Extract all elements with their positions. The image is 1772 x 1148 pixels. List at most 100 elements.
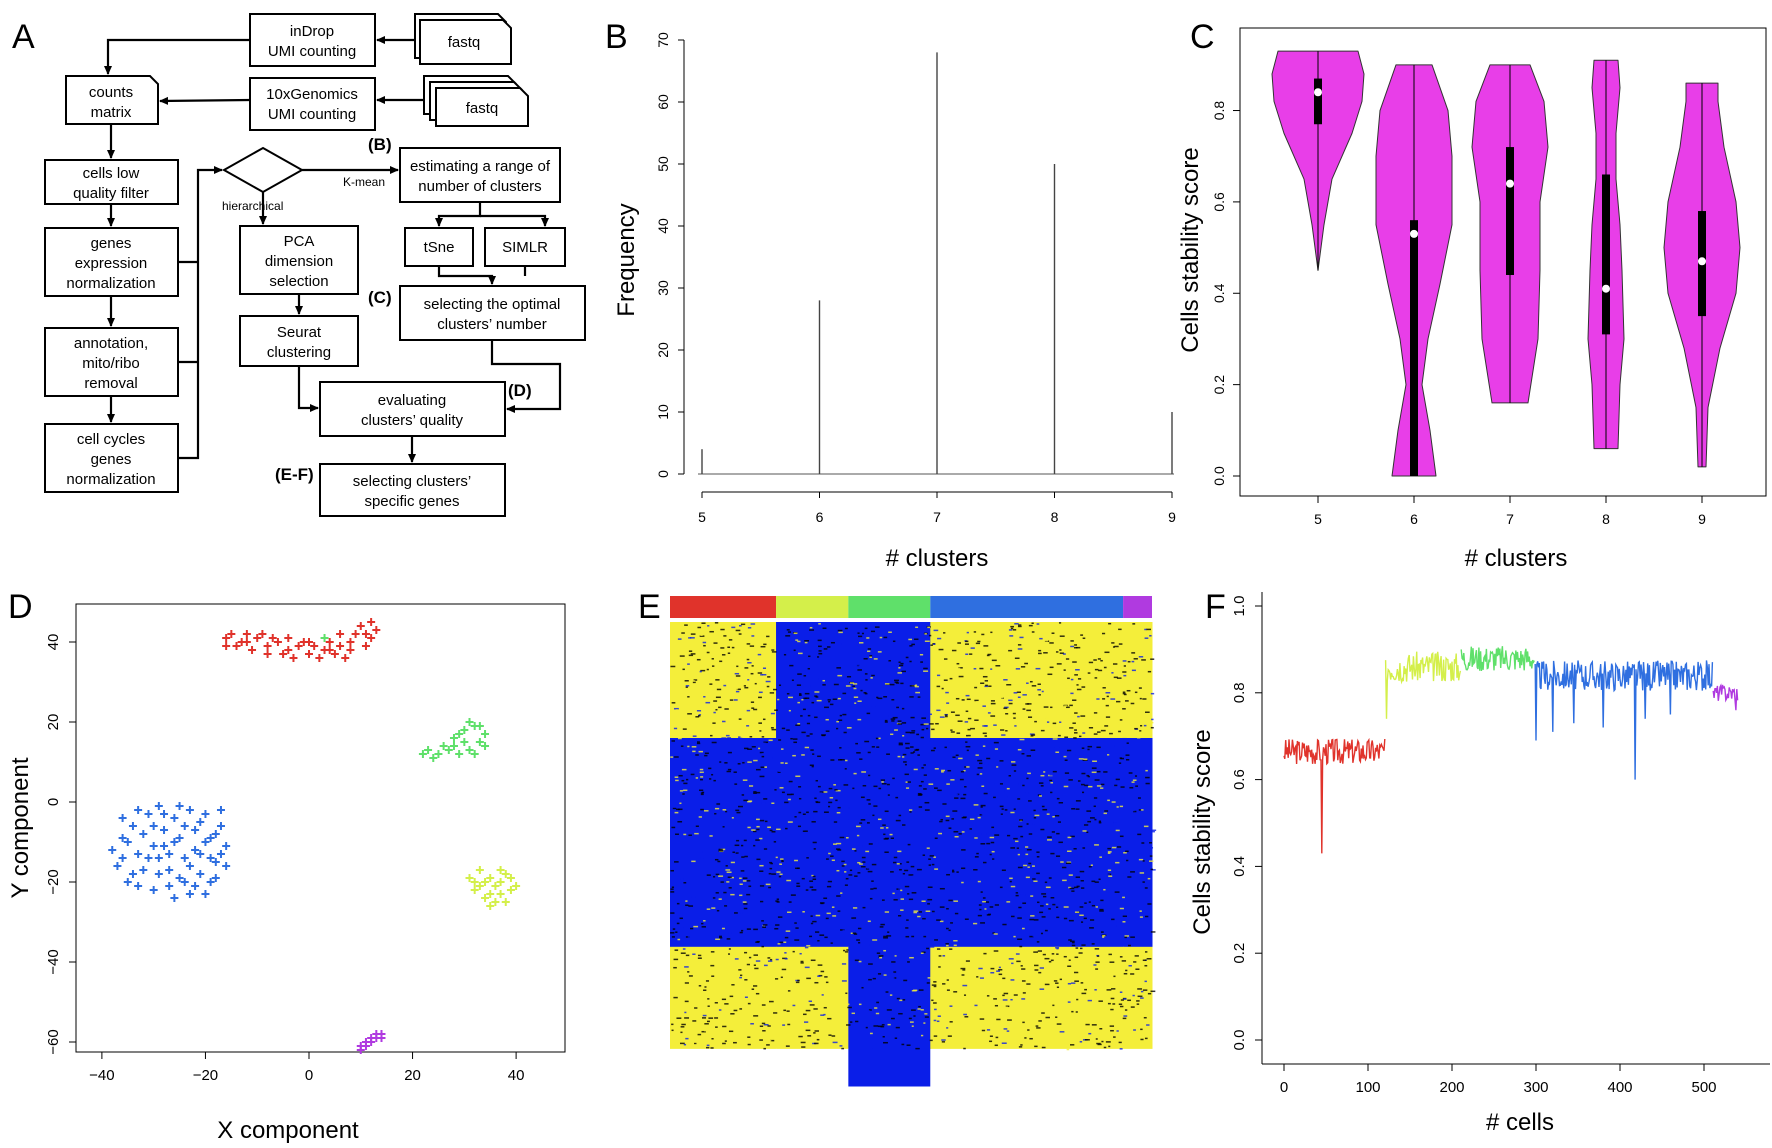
panel-e-cell <box>1036 941 1040 943</box>
panel-d-point-green <box>444 746 453 754</box>
panel-e-cell <box>1123 674 1127 677</box>
panel-e-block <box>1123 622 1153 739</box>
panel-e-cell <box>820 657 826 659</box>
panel-e-cell <box>964 766 967 768</box>
panel-e-cell <box>871 626 877 629</box>
panel-e-cell <box>868 774 871 777</box>
panel-e-cell <box>1140 724 1143 727</box>
panel-e-cell <box>860 689 863 692</box>
panel-e-cell <box>1120 999 1124 1001</box>
panel-e-cell <box>780 858 784 860</box>
panel-e-cell <box>767 826 772 829</box>
panel-e-cell <box>697 741 700 743</box>
panel-e-cell <box>1002 994 1005 997</box>
panel-c-xtick-label: 7 <box>1506 511 1514 527</box>
panel-e-cell <box>927 713 932 716</box>
panel-e-cell <box>1068 716 1071 719</box>
panel-e-cell <box>1050 782 1054 784</box>
panel-e-cell <box>683 647 687 650</box>
panel-e-cell <box>931 910 935 913</box>
panel-e-cell <box>739 931 743 934</box>
panel-e-cell <box>1146 868 1149 871</box>
panel-e-cell <box>989 834 993 837</box>
panel-e-cell <box>846 837 849 839</box>
panel-e-cell <box>861 632 864 635</box>
panel-e-cell <box>1115 974 1118 976</box>
panel-e-cell <box>1051 953 1055 955</box>
panel-e-cell <box>976 773 979 776</box>
panel-d-point-blue <box>139 830 148 838</box>
panel-e-cell <box>984 685 989 688</box>
panel-e-cell <box>680 878 684 880</box>
panel-e-cell <box>1068 919 1074 922</box>
panel-e-cell <box>991 659 997 662</box>
panel-e-cell <box>856 939 860 941</box>
panel-e-cell <box>826 819 832 821</box>
panel-d-point-red <box>237 638 246 646</box>
panel-e-cell <box>964 688 969 690</box>
panel-e-cell <box>1098 966 1102 968</box>
panel-d-point-red <box>289 654 298 662</box>
panel-e-cell <box>1013 837 1018 840</box>
panel-e-cell <box>768 872 772 875</box>
panel-e-cell <box>930 644 933 646</box>
panel-e-cell <box>1106 956 1110 958</box>
svg-text:quality filter: quality filter <box>73 185 149 202</box>
panel-e-cell <box>1149 855 1153 857</box>
panel-d-point-blue <box>185 890 194 898</box>
panel-e-cell <box>900 718 906 720</box>
panel-e-cell <box>769 692 775 694</box>
panel-e-cell <box>1088 901 1091 903</box>
panel-e-cell <box>770 769 776 771</box>
panel-e-cell <box>712 707 717 709</box>
panel-e-cell <box>1122 639 1126 642</box>
panel-e-cell <box>888 631 892 633</box>
panel-e-cell <box>990 841 995 844</box>
panel-e-cell <box>1122 915 1127 918</box>
panel-e-cell <box>982 897 986 899</box>
panel-e-cell <box>771 651 777 653</box>
panel-e-cell <box>1080 715 1086 717</box>
panel-e-cell <box>1008 728 1013 730</box>
panel-e-cell <box>795 775 801 778</box>
panel-d-point-blue <box>196 870 205 878</box>
flow-box-cellcycle: cell cycles genes normalization <box>44 423 179 493</box>
panel-e-cell <box>748 650 753 652</box>
panel-e-cell <box>755 992 760 995</box>
panel-e-cell <box>1010 761 1016 763</box>
flow-decision-diamond <box>221 146 305 194</box>
svg-text:cell cycles: cell cycles <box>77 431 145 448</box>
panel-e-cell <box>936 1020 940 1023</box>
panel-e-cell <box>1149 635 1152 637</box>
panel-e-cell <box>1037 683 1041 686</box>
panel-e-cell <box>1113 695 1118 698</box>
panel-e-cell <box>897 915 902 917</box>
panel-e-cell <box>857 927 862 930</box>
panel-e-cell <box>1002 999 1008 1001</box>
panel-e-cell <box>716 909 720 912</box>
panel-e-cell <box>970 878 976 880</box>
panel-e-cell <box>855 742 858 745</box>
panel-e-cell <box>990 709 994 712</box>
panel-e-cell <box>675 833 679 835</box>
panel-e-cell <box>1081 783 1085 786</box>
panel-d-point-green <box>460 726 469 734</box>
panel-e-cell <box>788 696 793 699</box>
panel-e-cell <box>908 809 913 811</box>
panel-e-cell <box>921 767 924 769</box>
panel-e-cell <box>849 682 855 684</box>
panel-e-cell <box>709 782 712 785</box>
panel-e-cell <box>964 844 970 846</box>
panel-e-cell <box>1030 749 1036 751</box>
panel-e-cell <box>1019 819 1024 821</box>
panel-e-cell <box>975 676 979 679</box>
panel-e-cell <box>844 884 848 886</box>
panel-e-cell <box>957 720 963 722</box>
panel-e-cell <box>862 861 866 863</box>
panel-e-cell <box>682 728 687 730</box>
panel-e-cell <box>718 898 722 900</box>
panel-e-cell <box>1085 1023 1090 1026</box>
panel-e-cell <box>785 770 791 772</box>
panel-e-cell <box>1098 821 1102 824</box>
panel-e-cell <box>703 696 706 698</box>
